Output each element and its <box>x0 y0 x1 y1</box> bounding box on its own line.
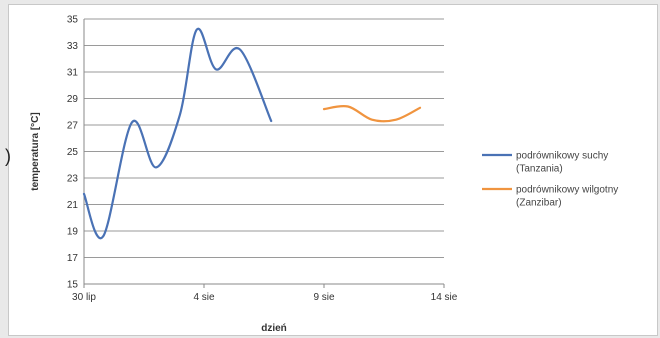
y-tick-label: 17 <box>67 253 79 264</box>
x-tick-label: 30 lip <box>72 292 96 303</box>
y-tick-label: 27 <box>67 121 79 132</box>
y-axis-label: temperatura [°C] <box>30 112 41 190</box>
chart-frame: ) 15 17 19 21 23 25 27 29 31 33 35 30 lip 4 sie 9 sie… <box>5 4 658 336</box>
y-tick-label: 21 <box>67 200 79 211</box>
line-chart: 15 17 19 21 23 25 27 29 31 33 35 30 lip 4 sie 9 sie 14… <box>30 15 618 335</box>
y-tick-label: 35 <box>67 15 79 26</box>
legend-entry-1-line-1: podrównikowy suchy <box>516 151 608 162</box>
y-tick-label: 15 <box>67 280 79 291</box>
y-tick-label: 31 <box>67 68 79 79</box>
legend-entry-1-line-2: (Tanzania) <box>516 164 563 175</box>
y-tick-label: 33 <box>67 41 79 52</box>
y-tick-label: 23 <box>67 174 79 185</box>
series-line-1 <box>82 27 273 240</box>
y-tick-label: 19 <box>67 227 79 238</box>
x-axis-label: dzień <box>261 323 287 334</box>
legend-entry-2-line-2: (Zanzibar) <box>516 198 562 209</box>
cropped-left-mark: ) <box>5 146 11 166</box>
x-tick-label: 14 sie <box>431 292 458 303</box>
y-tick-label: 29 <box>67 94 79 105</box>
legend-entry-2-line-1: podrównikowy wilgotny <box>516 185 618 196</box>
x-tick-label: 9 sie <box>313 292 335 303</box>
x-tick-label: 4 sie <box>193 292 215 303</box>
y-tick-label: 25 <box>67 147 79 158</box>
series-line-2 <box>322 104 422 123</box>
